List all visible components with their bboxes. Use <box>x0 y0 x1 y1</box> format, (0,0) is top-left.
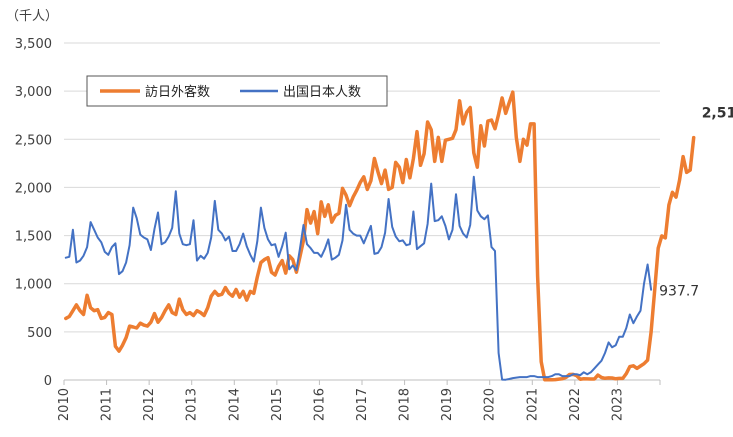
legend-label-departures: 出国日本人数 <box>283 85 361 100</box>
x-tick-label: 2015 <box>270 388 285 421</box>
x-tick-label: 2014 <box>227 388 242 421</box>
y-tick-label: 0 <box>44 374 52 389</box>
y-unit-label: （千人） <box>6 9 58 24</box>
y-tick-label: 3,000 <box>15 85 52 100</box>
y-tick-label: 500 <box>27 326 52 341</box>
legend-label-visitors: 訪日外客数 <box>145 84 210 100</box>
x-tick-label: 2023 <box>610 388 625 421</box>
x-tick-label: 2016 <box>312 388 327 421</box>
x-tick-label: 2022 <box>568 388 583 421</box>
end-labels: 2,516.5 937.7 <box>659 106 733 300</box>
x-tick-label: 2020 <box>483 388 498 421</box>
series-lines <box>64 90 696 382</box>
y-tick-label: 2,500 <box>15 133 52 148</box>
axes: 0 500 1,000 1,500 2,000 2,500 3,000 3,500 2010 20… <box>15 37 661 421</box>
series-line-departures <box>64 175 653 381</box>
legend: 訪日外客数 出国日本人数 <box>86 75 388 107</box>
x-tick-label: 2017 <box>355 388 370 421</box>
end-label-visitors: 2,516.5 <box>702 106 733 122</box>
series-line-visitors <box>64 90 696 382</box>
x-tick-label: 2021 <box>525 388 540 421</box>
x-tick-label: 2013 <box>185 388 200 421</box>
y-tick-label: 3,500 <box>15 37 52 52</box>
y-tick-label: 2,000 <box>15 181 52 196</box>
x-tick-label: 2011 <box>100 388 115 421</box>
x-tick-label: 2012 <box>142 388 157 421</box>
x-tick-label: 2010 <box>57 388 72 421</box>
y-tick-label: 1,000 <box>15 278 52 293</box>
end-label-departures: 937.7 <box>659 284 699 300</box>
x-tick-label: 2019 <box>440 388 455 421</box>
x-tick-label: 2018 <box>398 388 413 421</box>
y-tick-label: 1,500 <box>15 230 52 245</box>
